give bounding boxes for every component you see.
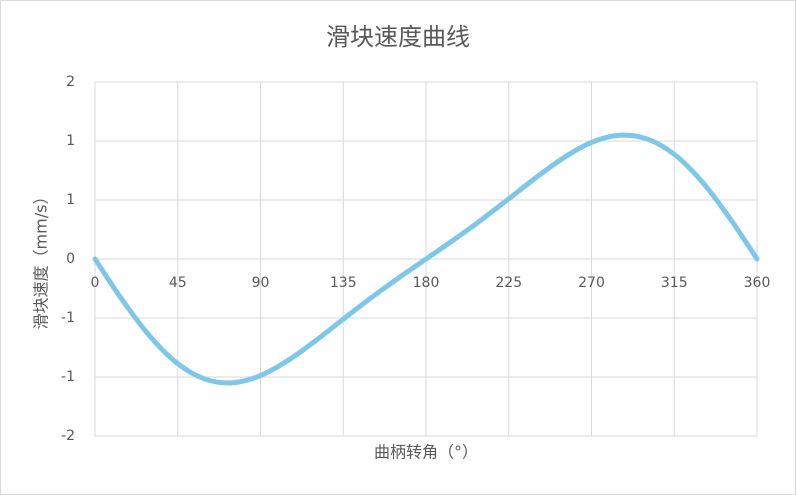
chart-title: 滑块速度曲线 — [326, 23, 470, 51]
x-tick-label: 0 — [91, 275, 100, 291]
y-tick-label: -2 — [61, 428, 75, 444]
x-tick-label: 45 — [169, 275, 187, 291]
y-tick-label: 0 — [66, 251, 75, 267]
x-tick-label: 225 — [495, 275, 522, 291]
x-tick-label: 135 — [330, 275, 357, 291]
x-tick-label: 270 — [578, 275, 605, 291]
y-axis-title: 滑块速度（mm/s） — [32, 189, 51, 330]
line-series — [92, 132, 760, 386]
y-tick-label: 1 — [66, 133, 75, 149]
x-tick-label: 90 — [252, 275, 270, 291]
x-tick-label: 315 — [661, 275, 688, 291]
y-tick-label: 2 — [66, 74, 75, 90]
y-tick-label: 1 — [66, 192, 75, 208]
x-tick-label: 180 — [413, 275, 440, 291]
x-tick-label: 360 — [744, 275, 771, 291]
x-axis-title: 曲柄转角（°） — [374, 443, 478, 462]
y-tick-label: -1 — [61, 310, 75, 326]
y-tick-label: -1 — [61, 369, 75, 385]
